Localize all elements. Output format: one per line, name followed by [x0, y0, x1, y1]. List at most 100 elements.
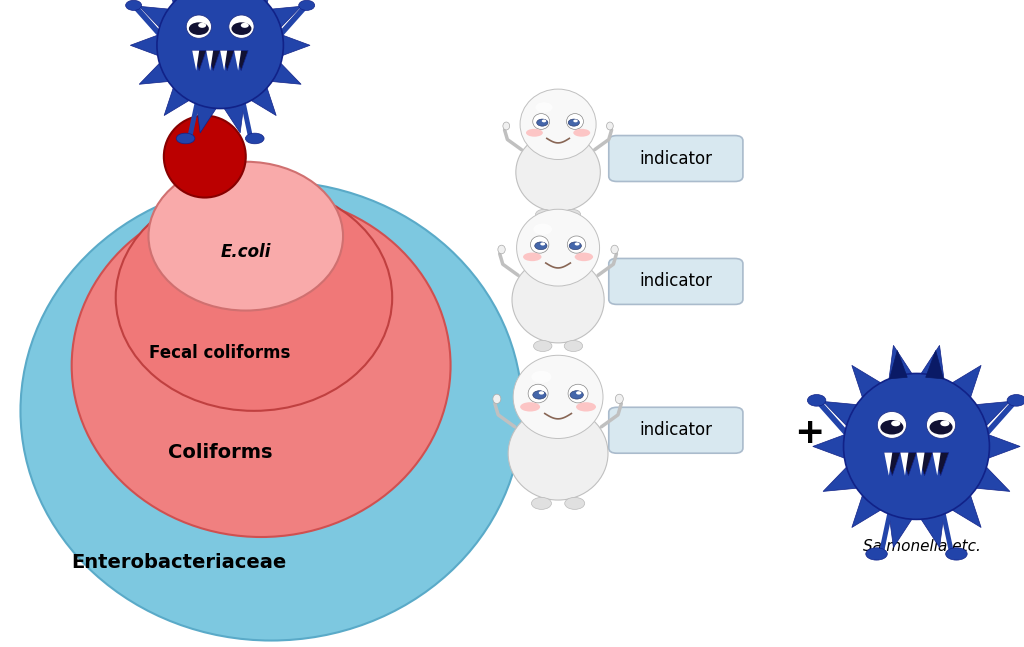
Polygon shape	[986, 433, 1020, 459]
Circle shape	[570, 391, 584, 399]
Circle shape	[537, 119, 548, 126]
Polygon shape	[885, 452, 892, 476]
Ellipse shape	[513, 355, 603, 439]
Polygon shape	[164, 85, 191, 116]
Ellipse shape	[498, 245, 505, 254]
Ellipse shape	[528, 384, 548, 403]
Circle shape	[881, 420, 903, 435]
Ellipse shape	[534, 340, 552, 351]
Polygon shape	[220, 50, 227, 71]
FancyBboxPatch shape	[608, 136, 743, 181]
Ellipse shape	[565, 498, 585, 509]
Ellipse shape	[508, 407, 608, 500]
Text: E.coli: E.coli	[220, 243, 271, 261]
Text: +: +	[794, 417, 824, 450]
Polygon shape	[823, 465, 859, 492]
Ellipse shape	[536, 210, 553, 219]
Polygon shape	[920, 345, 944, 382]
Polygon shape	[974, 401, 1010, 428]
Ellipse shape	[568, 384, 588, 403]
Ellipse shape	[148, 162, 343, 311]
Circle shape	[241, 23, 249, 28]
Ellipse shape	[530, 236, 549, 253]
Ellipse shape	[520, 89, 596, 160]
Ellipse shape	[157, 0, 284, 109]
Polygon shape	[950, 366, 981, 400]
Text: Coliforms: Coliforms	[168, 443, 272, 463]
Polygon shape	[852, 493, 883, 527]
Text: indicator: indicator	[639, 272, 713, 291]
Polygon shape	[933, 452, 941, 476]
FancyBboxPatch shape	[608, 258, 743, 305]
Circle shape	[541, 243, 545, 245]
Ellipse shape	[878, 411, 906, 439]
Circle shape	[188, 23, 209, 35]
Circle shape	[1008, 395, 1024, 406]
Circle shape	[577, 391, 582, 395]
Polygon shape	[193, 50, 248, 71]
Ellipse shape	[72, 194, 451, 537]
Ellipse shape	[512, 257, 604, 343]
Ellipse shape	[946, 548, 967, 560]
Polygon shape	[249, 85, 276, 116]
Ellipse shape	[606, 122, 613, 130]
Ellipse shape	[526, 129, 543, 137]
Polygon shape	[813, 433, 847, 459]
Ellipse shape	[531, 371, 552, 383]
Circle shape	[569, 242, 582, 250]
Circle shape	[930, 420, 952, 435]
Text: Fecal coliforms: Fecal coliforms	[150, 344, 291, 362]
FancyBboxPatch shape	[608, 408, 743, 453]
Polygon shape	[223, 102, 245, 133]
Ellipse shape	[523, 252, 542, 261]
Polygon shape	[234, 50, 241, 71]
Polygon shape	[885, 452, 948, 476]
Polygon shape	[852, 366, 883, 400]
Circle shape	[539, 391, 544, 395]
Circle shape	[573, 120, 578, 122]
Polygon shape	[281, 34, 310, 56]
Ellipse shape	[228, 15, 254, 38]
Polygon shape	[926, 351, 943, 379]
Polygon shape	[890, 351, 907, 379]
Ellipse shape	[574, 252, 593, 261]
Ellipse shape	[564, 210, 581, 219]
Polygon shape	[193, 50, 200, 71]
Ellipse shape	[176, 133, 195, 144]
Polygon shape	[164, 0, 191, 5]
Ellipse shape	[493, 394, 501, 404]
Polygon shape	[269, 61, 301, 84]
Circle shape	[299, 0, 314, 10]
Polygon shape	[900, 452, 908, 476]
Ellipse shape	[534, 224, 552, 235]
Polygon shape	[974, 465, 1010, 492]
Polygon shape	[889, 511, 913, 547]
Ellipse shape	[531, 498, 552, 509]
Polygon shape	[130, 34, 160, 56]
Circle shape	[542, 120, 546, 122]
Polygon shape	[916, 452, 925, 476]
Circle shape	[891, 421, 900, 426]
Ellipse shape	[927, 411, 955, 439]
Text: Enterobacteriaceae: Enterobacteriaceae	[72, 553, 287, 573]
Ellipse shape	[520, 402, 540, 411]
Ellipse shape	[564, 340, 583, 351]
Ellipse shape	[567, 236, 586, 253]
Ellipse shape	[116, 184, 392, 411]
Text: indicator: indicator	[639, 149, 713, 168]
Ellipse shape	[566, 114, 584, 129]
Polygon shape	[823, 401, 859, 428]
Circle shape	[807, 395, 825, 406]
Circle shape	[231, 23, 252, 35]
Polygon shape	[269, 6, 301, 29]
Polygon shape	[139, 61, 171, 84]
Circle shape	[535, 242, 547, 250]
Ellipse shape	[844, 373, 989, 520]
Polygon shape	[206, 50, 213, 71]
Ellipse shape	[573, 129, 590, 137]
Polygon shape	[920, 511, 944, 547]
Polygon shape	[139, 6, 171, 29]
Ellipse shape	[517, 209, 600, 286]
Circle shape	[199, 23, 206, 28]
Ellipse shape	[865, 548, 887, 560]
